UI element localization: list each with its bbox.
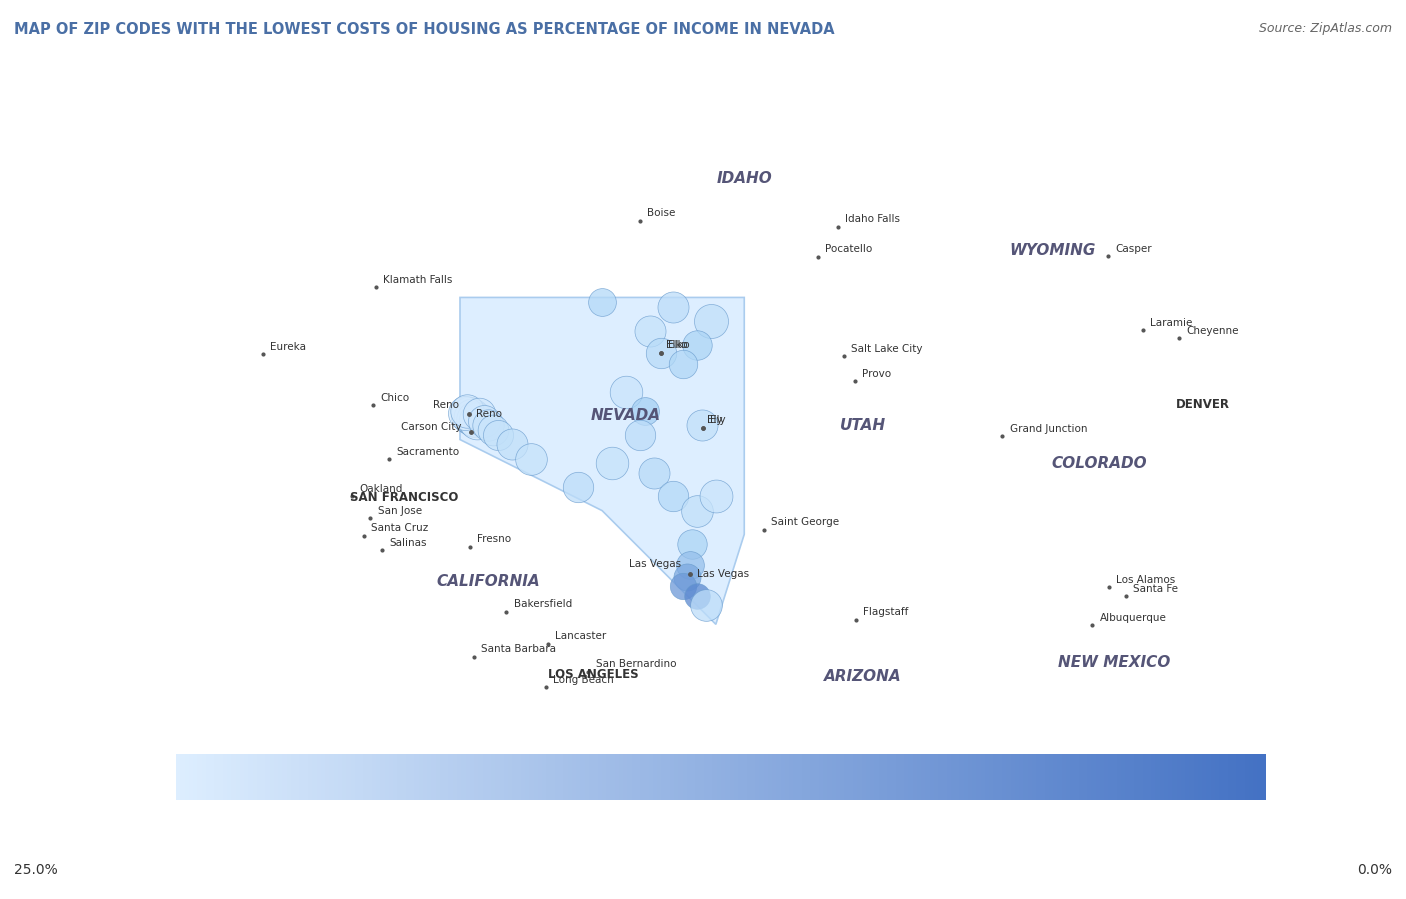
Text: Grand Junction: Grand Junction (1010, 424, 1087, 434)
Point (695, 598, 717, 612)
Text: NEW MEXICO: NEW MEXICO (1057, 654, 1170, 670)
Point (650, 346, 672, 360)
Text: 25.0%: 25.0% (14, 862, 58, 877)
Point (704, 489, 727, 503)
Text: DENVER: DENVER (1177, 398, 1230, 411)
Text: San Bernardino: San Bernardino (596, 659, 676, 670)
Point (472, 414, 495, 428)
Text: Laramie: Laramie (1150, 317, 1192, 328)
Text: Pocatello: Pocatello (825, 245, 872, 254)
Text: 0.0%: 0.0% (1357, 862, 1392, 877)
Point (454, 405, 477, 420)
Text: Sacramento: Sacramento (396, 447, 460, 457)
Text: UTAH: UTAH (839, 418, 886, 432)
Text: LOS ANGELES: LOS ANGELES (548, 668, 638, 681)
Text: IDAHO: IDAHO (717, 172, 772, 186)
Text: San Jose: San Jose (378, 506, 422, 516)
Text: Las Vegas: Las Vegas (697, 569, 749, 579)
Point (591, 295, 613, 309)
Point (686, 503, 709, 518)
Text: Reno: Reno (433, 400, 460, 410)
Text: Santa Fe: Santa Fe (1133, 584, 1178, 594)
Point (482, 423, 505, 437)
Text: CALIFORNIA: CALIFORNIA (437, 574, 540, 589)
Text: Bakersfield: Bakersfield (513, 599, 572, 610)
Text: Saint George: Saint George (772, 517, 839, 527)
Point (662, 299, 685, 314)
Point (672, 579, 695, 593)
Point (643, 466, 665, 480)
Text: Cheyenne: Cheyenne (1187, 325, 1239, 336)
Text: Elko: Elko (668, 341, 689, 351)
Text: SAN FRANCISCO: SAN FRANCISCO (350, 492, 458, 504)
Point (676, 570, 699, 584)
Point (628, 428, 651, 442)
Text: Albuquerque: Albuquerque (1099, 613, 1167, 623)
Point (662, 489, 685, 503)
Point (520, 451, 543, 466)
Text: Salinas: Salinas (389, 538, 426, 547)
Text: COLORADO: COLORADO (1052, 456, 1147, 471)
Text: Salt Lake City: Salt Lake City (852, 343, 922, 354)
Point (486, 428, 509, 442)
Text: Santa Barbara: Santa Barbara (481, 645, 557, 654)
Text: WYOMING: WYOMING (1010, 243, 1095, 257)
Text: Las Vegas: Las Vegas (628, 559, 681, 569)
Text: Ely: Ely (710, 415, 725, 425)
Point (638, 324, 661, 338)
Text: Boise: Boise (647, 209, 675, 218)
Text: Santa Cruz: Santa Cruz (371, 523, 429, 533)
Text: Los Alamos: Los Alamos (1116, 575, 1175, 585)
Text: Klamath Falls: Klamath Falls (382, 275, 453, 285)
Text: Reno: Reno (475, 409, 502, 420)
Point (690, 418, 713, 432)
Text: NEVADA: NEVADA (591, 408, 661, 423)
Text: Oakland: Oakland (360, 484, 404, 494)
Point (456, 404, 478, 418)
Text: Fresno: Fresno (477, 534, 512, 544)
Text: MAP OF ZIP CODES WITH THE LOWEST COSTS OF HOUSING AS PERCENTAGE OF INCOME IN NEV: MAP OF ZIP CODES WITH THE LOWEST COSTS O… (14, 22, 835, 38)
Point (679, 558, 702, 573)
Polygon shape (460, 298, 744, 624)
Text: Carson City: Carson City (401, 422, 461, 432)
Text: Eureka: Eureka (270, 342, 307, 352)
Point (465, 414, 488, 428)
Text: ARIZONA: ARIZONA (824, 669, 901, 684)
Text: Casper: Casper (1115, 244, 1152, 254)
Text: Chico: Chico (380, 393, 409, 403)
Point (458, 408, 481, 423)
Text: Provo: Provo (862, 369, 891, 378)
Text: Elko: Elko (665, 341, 688, 351)
Point (461, 410, 484, 424)
Point (686, 338, 709, 352)
Text: Flagstaff: Flagstaff (863, 607, 908, 618)
Point (468, 406, 491, 421)
Point (600, 456, 623, 470)
Point (634, 404, 657, 418)
Point (463, 412, 485, 426)
Point (700, 314, 723, 328)
Point (686, 589, 709, 603)
Point (567, 480, 589, 494)
Point (477, 418, 499, 432)
Text: Idaho Falls: Idaho Falls (845, 215, 900, 225)
Point (672, 357, 695, 371)
Point (614, 385, 637, 399)
Text: Source: ZipAtlas.com: Source: ZipAtlas.com (1258, 22, 1392, 35)
Text: Long Beach: Long Beach (553, 675, 613, 685)
Point (501, 437, 523, 451)
Point (681, 537, 703, 551)
Text: Ely: Ely (707, 415, 723, 425)
Text: Lancaster: Lancaster (555, 631, 606, 641)
